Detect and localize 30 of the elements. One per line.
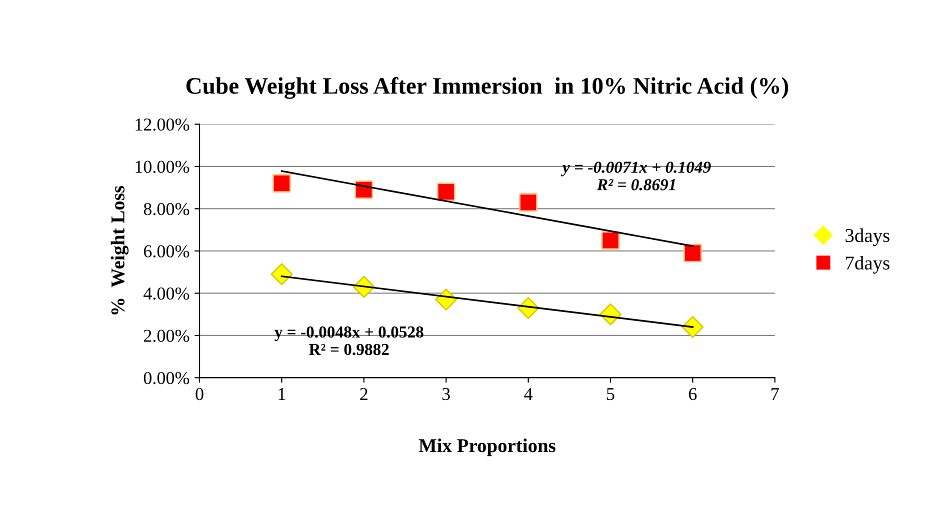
point (601, 231, 620, 250)
point (683, 244, 702, 262)
x-tick-label: 4 (524, 388, 533, 400)
y-tick-label: 0.00% (144, 372, 190, 384)
point (272, 174, 291, 193)
point (354, 180, 374, 199)
y-tick-label: 6.00% (144, 245, 190, 258)
annotation: y = -0.0071x + 0.1049 R² = 0.8691 (560, 162, 711, 190)
annotation: y = -0.0048x + 0.0528 R² = 0.9882 (274, 326, 424, 356)
y-tick-label: 4.00% (144, 287, 190, 300)
y-tick-label: 10.00% (136, 160, 190, 173)
y-axis-title: % Weight Loss (110, 186, 129, 314)
y-tick-label: 2.00% (144, 330, 190, 342)
legend-label: 7days (846, 256, 890, 274)
x-tick-label: 1 (278, 388, 286, 400)
point (682, 316, 704, 338)
x-axis-title: Mix Proportions (418, 438, 556, 456)
y-tick-label: 12.00% (136, 118, 190, 131)
x-tick-label: 7 (772, 388, 779, 400)
x-tick-label: 6 (688, 388, 697, 400)
legend-label: 3days (846, 228, 890, 246)
point (436, 182, 456, 202)
point (519, 193, 538, 212)
x-tick-label: 3 (442, 388, 450, 400)
x-tick-label: 5 (607, 388, 614, 400)
x-tick-label: 0 (196, 388, 204, 400)
x-tick-label: 2 (360, 388, 368, 400)
y-tick-label: 8.00% (144, 202, 190, 216)
point (270, 263, 293, 286)
chart-title: Cube Weight Loss After Immersion in 10% Nitric Acid (%) (186, 77, 788, 99)
